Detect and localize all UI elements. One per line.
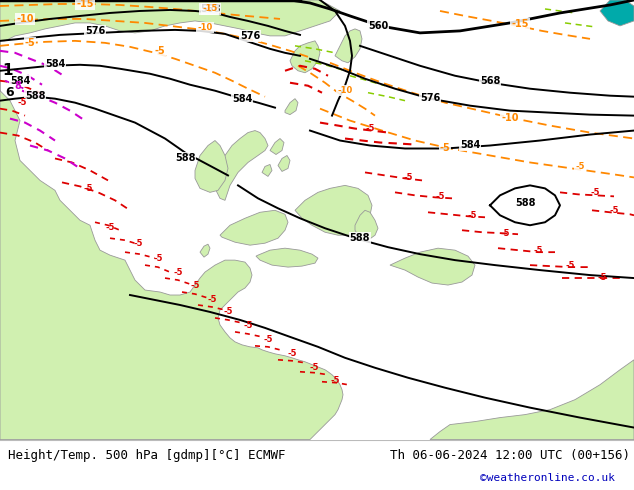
Text: 576: 576 (240, 31, 260, 41)
Polygon shape (0, 0, 340, 41)
Polygon shape (278, 155, 290, 172)
Polygon shape (295, 185, 372, 235)
Polygon shape (220, 210, 288, 245)
Text: 1: 1 (3, 63, 13, 78)
Polygon shape (355, 210, 378, 240)
Text: -5: -5 (467, 211, 477, 220)
Text: Height/Temp. 500 hPa [gdmp][°C] ECMWF: Height/Temp. 500 hPa [gdmp][°C] ECMWF (8, 449, 285, 462)
Text: -5: -5 (309, 363, 319, 372)
Text: 588: 588 (175, 153, 195, 164)
Polygon shape (430, 360, 634, 440)
Text: -5: -5 (365, 124, 375, 133)
Text: -10: -10 (337, 86, 353, 95)
Text: -5: -5 (25, 38, 36, 48)
Text: -5: -5 (597, 272, 607, 282)
Text: 584: 584 (460, 140, 480, 149)
Text: -15: -15 (76, 0, 94, 9)
Text: -5: -5 (436, 192, 444, 201)
Text: 584: 584 (10, 76, 30, 86)
Text: 568: 568 (480, 76, 500, 86)
Text: -5: -5 (575, 162, 585, 171)
Polygon shape (0, 0, 343, 440)
Text: -15: -15 (511, 19, 529, 29)
Text: -5: -5 (153, 254, 163, 263)
Text: -5: -5 (243, 321, 253, 330)
Polygon shape (195, 141, 228, 193)
Text: 588: 588 (25, 91, 45, 100)
Text: -5: -5 (17, 98, 27, 107)
Text: 6: 6 (5, 86, 13, 99)
Text: ©weatheronline.co.uk: ©weatheronline.co.uk (480, 473, 615, 483)
Text: Th 06-06-2024 12:00 UTC (00+156): Th 06-06-2024 12:00 UTC (00+156) (390, 449, 630, 462)
Text: -5: -5 (133, 239, 143, 247)
Polygon shape (335, 29, 362, 63)
Text: -10: -10 (501, 113, 519, 122)
Text: -5: -5 (609, 206, 619, 215)
Text: -5: -5 (590, 188, 600, 197)
Text: 560: 560 (368, 21, 388, 31)
Text: -5: -5 (439, 143, 450, 152)
Text: 584: 584 (45, 59, 65, 69)
Text: -5: -5 (500, 229, 510, 238)
Text: 588: 588 (515, 198, 535, 208)
Polygon shape (262, 165, 272, 176)
Polygon shape (390, 248, 475, 285)
Polygon shape (215, 130, 268, 200)
Polygon shape (285, 98, 298, 115)
Text: 568: 568 (200, 4, 220, 14)
Text: -5: -5 (263, 335, 273, 344)
Text: -5: -5 (190, 281, 200, 290)
Text: -5: -5 (566, 261, 575, 270)
Text: -15: -15 (202, 4, 217, 13)
Text: -5: -5 (173, 268, 183, 276)
Text: 576: 576 (420, 93, 440, 103)
Text: 584: 584 (232, 94, 252, 104)
Text: -5: -5 (223, 307, 233, 317)
Text: 8: 8 (15, 81, 22, 91)
Text: -5: -5 (330, 376, 340, 385)
Text: -5: -5 (207, 294, 217, 303)
Polygon shape (256, 248, 318, 267)
Text: -5: -5 (83, 184, 93, 193)
Text: -5: -5 (155, 46, 165, 56)
Text: -10: -10 (197, 24, 212, 32)
Polygon shape (200, 244, 210, 257)
Text: -5: -5 (533, 245, 543, 255)
Polygon shape (290, 41, 320, 73)
Text: -5: -5 (403, 173, 413, 182)
Text: -10: -10 (16, 14, 34, 24)
Polygon shape (600, 0, 634, 26)
Text: 588: 588 (350, 233, 370, 243)
Text: -5: -5 (287, 349, 297, 358)
Text: -5: -5 (105, 223, 115, 232)
Polygon shape (270, 139, 284, 154)
Text: 576: 576 (85, 26, 105, 36)
